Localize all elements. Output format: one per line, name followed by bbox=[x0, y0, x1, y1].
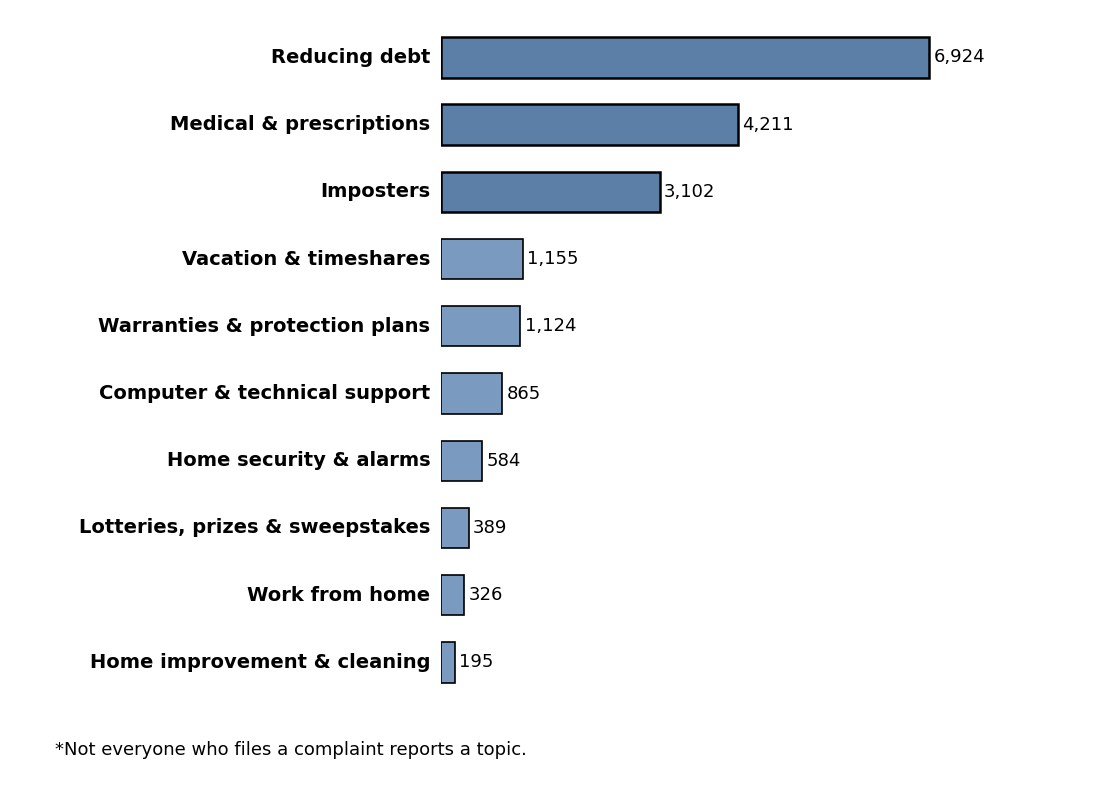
Text: Warranties & protection plans: Warranties & protection plans bbox=[98, 316, 430, 336]
Bar bbox=[441, 508, 469, 548]
Bar bbox=[441, 172, 660, 212]
Bar bbox=[441, 642, 454, 683]
Text: 389: 389 bbox=[473, 519, 507, 537]
Text: *Not everyone who files a complaint reports a topic.: *Not everyone who files a complaint repo… bbox=[55, 741, 527, 759]
Bar bbox=[441, 306, 521, 346]
Text: Vacation & timeshares: Vacation & timeshares bbox=[182, 249, 430, 269]
Text: 6,924: 6,924 bbox=[933, 48, 985, 66]
Bar bbox=[441, 37, 930, 78]
Text: 4,211: 4,211 bbox=[742, 115, 794, 134]
Text: Lotteries, prizes & sweepstakes: Lotteries, prizes & sweepstakes bbox=[78, 518, 430, 538]
Bar bbox=[441, 575, 464, 615]
Text: 195: 195 bbox=[459, 653, 493, 672]
Bar bbox=[441, 373, 502, 414]
Text: Imposters: Imposters bbox=[320, 182, 430, 202]
Text: 326: 326 bbox=[469, 586, 503, 604]
Text: 584: 584 bbox=[486, 452, 521, 470]
Text: Home security & alarms: Home security & alarms bbox=[167, 451, 430, 471]
Text: 865: 865 bbox=[506, 384, 540, 403]
Text: Computer & technical support: Computer & technical support bbox=[99, 384, 430, 403]
Bar bbox=[441, 239, 523, 279]
Text: Work from home: Work from home bbox=[247, 585, 430, 605]
Text: Reducing debt: Reducing debt bbox=[271, 47, 430, 67]
Text: Home improvement & cleaning: Home improvement & cleaning bbox=[89, 653, 430, 672]
Text: 1,124: 1,124 bbox=[525, 317, 576, 335]
Text: Medical & prescriptions: Medical & prescriptions bbox=[170, 115, 430, 134]
Text: 3,102: 3,102 bbox=[664, 183, 716, 201]
Bar bbox=[441, 441, 482, 481]
Bar bbox=[441, 104, 738, 145]
Text: 1,155: 1,155 bbox=[527, 250, 578, 268]
